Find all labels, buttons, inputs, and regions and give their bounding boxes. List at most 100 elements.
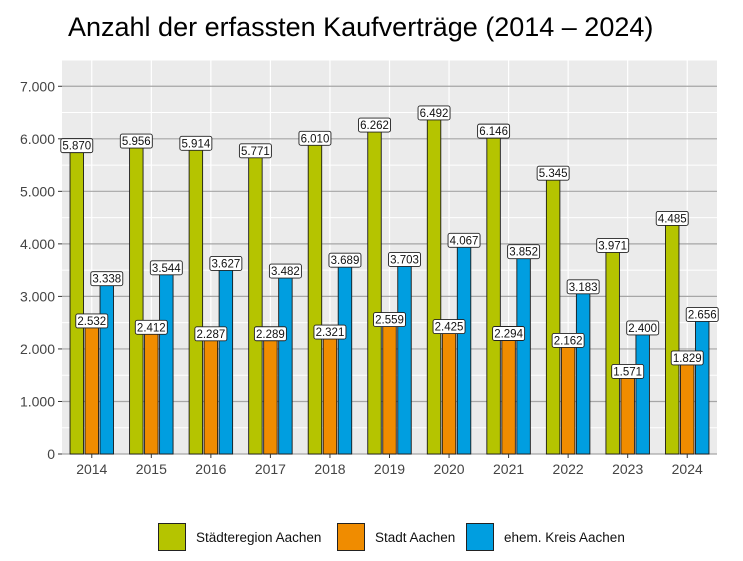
chart-title: Anzahl der erfassten Kaufverträge (2014 … xyxy=(68,12,654,42)
legend-swatch-kreis xyxy=(466,523,494,551)
data-label-box xyxy=(119,133,153,149)
data-label-box xyxy=(268,263,302,279)
data-label-box xyxy=(388,252,421,267)
bar xyxy=(203,333,219,455)
x-tick-label: 2020 xyxy=(433,461,464,477)
legend-item-stadt: Stadt Aachen xyxy=(337,523,455,551)
data-label-box xyxy=(298,130,332,146)
data-label: 6.010 xyxy=(301,133,330,145)
data-label: 2.289 xyxy=(256,329,285,341)
data-label: 3.183 xyxy=(569,282,598,294)
bar xyxy=(545,172,561,455)
data-label-box xyxy=(209,256,243,271)
bar xyxy=(307,137,323,455)
data-label: 3.627 xyxy=(211,258,240,270)
data-label: 2.287 xyxy=(196,329,225,341)
bar xyxy=(69,145,84,455)
bar xyxy=(575,286,591,455)
data-label: 2.559 xyxy=(375,315,404,327)
bar xyxy=(605,244,620,455)
x-tick-label: 2016 xyxy=(195,461,226,477)
bar xyxy=(322,331,338,455)
data-label-box xyxy=(238,143,272,159)
data-label-box xyxy=(194,326,228,342)
bar xyxy=(218,263,234,455)
data-label: 3.971 xyxy=(598,240,627,252)
bar xyxy=(680,357,695,455)
bar xyxy=(367,124,382,455)
x-tick-label: 2021 xyxy=(493,461,524,477)
data-label-box xyxy=(328,252,362,268)
data-label: 2.321 xyxy=(316,327,345,339)
data-label-box xyxy=(417,105,451,121)
x-tick-label: 2015 xyxy=(136,461,167,477)
x-tick-label: 2014 xyxy=(76,461,107,477)
x-tick-label: 2022 xyxy=(553,461,584,477)
data-label: 3.703 xyxy=(390,254,419,266)
bar xyxy=(278,270,293,455)
bar xyxy=(665,217,680,455)
data-label: 5.914 xyxy=(181,138,210,150)
x-tick-label: 2017 xyxy=(255,461,286,477)
data-label-box xyxy=(492,326,526,341)
bar xyxy=(426,112,442,455)
bar xyxy=(144,326,159,455)
bar xyxy=(129,140,144,455)
bar xyxy=(456,239,472,455)
data-label: 2.294 xyxy=(494,328,523,340)
bar xyxy=(159,267,174,455)
data-label-box xyxy=(507,244,541,260)
data-label-box xyxy=(655,210,689,226)
data-label: 1.829 xyxy=(673,353,702,365)
legend-swatch-staedteregion xyxy=(158,523,186,551)
data-label: 6.146 xyxy=(479,126,508,138)
bar xyxy=(397,259,412,455)
legend-label-stadt: Stadt Aachen xyxy=(375,529,456,545)
data-label: 2.532 xyxy=(77,316,106,328)
data-label-box xyxy=(313,324,347,340)
y-tick-label: 1.000 xyxy=(20,393,55,409)
data-label-box xyxy=(75,313,109,329)
y-tick-label: 7.000 xyxy=(20,78,55,94)
data-label-box xyxy=(179,135,213,151)
data-label-box xyxy=(551,332,585,348)
data-label: 4.067 xyxy=(450,235,479,247)
bar xyxy=(620,371,635,455)
data-label-box xyxy=(253,326,287,342)
y-tick-label: 2.000 xyxy=(20,341,55,357)
x-tick-label: 2024 xyxy=(672,461,703,477)
data-label: 2.656 xyxy=(688,309,717,321)
legend-label-staedteregion: Städteregion Aachen xyxy=(196,529,322,545)
data-label-box xyxy=(536,165,570,181)
data-label-box xyxy=(60,138,94,154)
legend-item-kreis: ehem. Kreis Aachen xyxy=(466,523,625,551)
data-label: 5.771 xyxy=(241,146,270,158)
bar xyxy=(248,150,263,455)
bar xyxy=(501,333,516,455)
x-tick-label: 2019 xyxy=(374,461,405,477)
data-label: 6.492 xyxy=(420,108,449,120)
data-label-box xyxy=(670,350,704,366)
data-label-box xyxy=(358,117,391,133)
data-label: 3.689 xyxy=(331,255,360,267)
data-label-box xyxy=(685,307,719,322)
data-label-box xyxy=(149,260,183,276)
x-tick-label: 2023 xyxy=(612,461,643,477)
data-label-box xyxy=(134,319,168,335)
bar xyxy=(99,278,114,455)
data-label: 3.544 xyxy=(152,263,181,275)
data-label-box xyxy=(90,271,124,287)
bar xyxy=(441,326,457,455)
data-label: 5.345 xyxy=(539,168,568,180)
y-tick-label: 5.000 xyxy=(20,183,55,199)
bar xyxy=(84,320,99,455)
data-label: 6.262 xyxy=(360,120,389,132)
data-label: 3.338 xyxy=(92,274,121,286)
legend-label-kreis: ehem. Kreis Aachen xyxy=(504,529,625,545)
data-label: 2.412 xyxy=(137,322,166,334)
data-label-box xyxy=(447,232,481,248)
legend-item-staedteregion: Städteregion Aachen xyxy=(158,523,321,551)
x-tick-label: 2018 xyxy=(314,461,345,477)
data-label: 5.870 xyxy=(62,141,91,153)
data-label: 3.852 xyxy=(509,247,538,259)
